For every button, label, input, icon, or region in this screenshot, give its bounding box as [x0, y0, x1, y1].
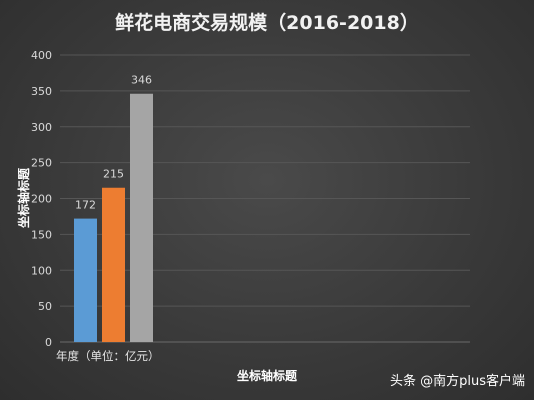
y-axis-ticks: 0 50 100 150 200 250 300 350 400 — [31, 49, 52, 349]
data-label-3: 346 — [131, 74, 152, 87]
y-axis-title: 坐标轴标题 — [16, 167, 31, 228]
bar-1 — [74, 218, 97, 342]
category-label: 年度（单位：亿元） — [56, 349, 160, 363]
y-tick-label: 250 — [31, 157, 52, 170]
y-tick-label: 200 — [31, 193, 52, 206]
y-tick-label: 300 — [31, 121, 52, 134]
y-tick-label: 100 — [31, 264, 52, 277]
y-tick-label: 350 — [31, 85, 52, 98]
chart-title: 鲜花电商交易规模（2016-2018） — [115, 11, 419, 34]
x-axis-title: 坐标轴标题 — [237, 368, 298, 383]
gridlines — [60, 54, 470, 343]
bar-2 — [102, 187, 125, 342]
y-tick-label: 400 — [31, 49, 52, 62]
data-label-1: 172 — [75, 199, 96, 212]
watermark-text: 头条 @南方plus客户端 — [390, 373, 525, 389]
y-tick-label: 0 — [45, 336, 52, 349]
y-tick-label: 150 — [31, 228, 52, 241]
bars — [74, 93, 153, 343]
data-labels: 172 215 346 — [75, 74, 152, 212]
y-tick-label: 50 — [38, 300, 52, 313]
bar-3 — [130, 93, 153, 343]
data-label-2: 215 — [103, 168, 124, 181]
